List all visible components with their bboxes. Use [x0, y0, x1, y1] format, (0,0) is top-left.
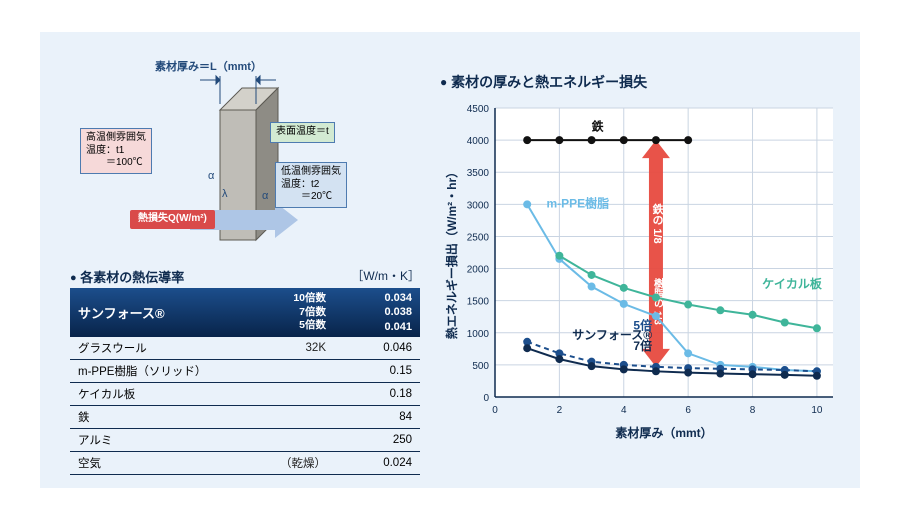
- material-name: m-PPE樹脂（ソリッド）: [70, 359, 238, 382]
- alpha-left: α: [208, 170, 214, 182]
- alpha-right: α: [262, 190, 268, 202]
- table-unit: ［W/m・K］: [351, 267, 420, 284]
- heat-loss-tag: 熱損失Q(W/m²): [130, 210, 215, 229]
- svg-text:素材厚み（mmt）: 素材厚み（mmt）: [615, 425, 712, 440]
- material-mid: [238, 405, 334, 428]
- material-name: ケイカル板: [70, 382, 238, 405]
- svg-text:7倍: 7倍: [633, 338, 652, 353]
- svg-text:10: 10: [811, 405, 823, 416]
- table-body: グラスウール32K0.046m-PPE樹脂（ソリッド）0.15ケイカル板0.18…: [70, 337, 420, 475]
- material-value: 0.046: [334, 337, 420, 360]
- svg-text:8: 8: [750, 405, 756, 416]
- chart-title-text: 素材の厚みと熱エネルギー損失: [451, 74, 647, 90]
- svg-text:ケイカル板: ケイカル板: [762, 276, 823, 291]
- material-value: 0.024: [334, 451, 420, 474]
- svg-text:3500: 3500: [467, 168, 490, 179]
- chart-svg: 0 500 1000 1500 2000 2500 3000 3500 4000 4500 0 2 4 6…: [440, 100, 845, 445]
- table-header-row: サンフォース® 10倍数7倍数5倍数 0.0340.0380.041: [70, 288, 420, 337]
- svg-text:500: 500: [472, 361, 489, 372]
- material-name: グラスウール: [70, 337, 238, 360]
- hot-side-tag: 高温側雰囲気温度：t1 ＝100℃: [80, 128, 152, 174]
- svg-text:鉄の 1/8: 鉄の 1/8: [651, 202, 664, 244]
- material-value: 250: [334, 428, 420, 451]
- svg-text:熱エネルギー損出（W/m²・hr）: 熱エネルギー損出（W/m²・hr）: [444, 166, 459, 339]
- material-mid: （乾燥）: [238, 451, 334, 474]
- material-name: 鉄: [70, 405, 238, 428]
- svg-text:4: 4: [621, 405, 627, 416]
- material-value: 84: [334, 405, 420, 428]
- material-name: アルミ: [70, 428, 238, 451]
- table-row: 空気（乾燥）0.024: [70, 451, 420, 474]
- material-value: 0.15: [334, 359, 420, 382]
- heat-loss-diagram: 素材厚み＝L（mmt） 高温側雰囲気温度：t1 ＝100℃ 表面温度＝t 低温側…: [70, 50, 410, 260]
- table-row: 鉄 84: [70, 405, 420, 428]
- table-title: ● 各素材の熱伝導率 ［W/m・K］: [70, 267, 420, 286]
- svg-text:5倍: 5倍: [633, 318, 652, 333]
- svg-text:鉄: 鉄: [592, 118, 604, 133]
- material-mid: 32K: [238, 337, 334, 360]
- table-title-text: 各素材の熱伝導率: [80, 270, 184, 285]
- lambda-symbol: λ: [222, 188, 228, 200]
- svg-text:4000: 4000: [467, 136, 490, 147]
- thickness-label: 素材厚み＝L（mmt）: [155, 58, 262, 74]
- svg-text:4500: 4500: [467, 104, 490, 115]
- surface-temp-tag: 表面温度＝t: [270, 122, 335, 143]
- cold-side-tag: 低温側雰囲気温度：t2 ＝20℃: [275, 162, 347, 208]
- material-name: 空気: [70, 451, 238, 474]
- table-row: グラスウール32K0.046: [70, 337, 420, 360]
- chart-title: ● 素材の厚みと熱エネルギー損失: [440, 72, 845, 92]
- svg-text:2: 2: [557, 405, 563, 416]
- svg-text:1500: 1500: [467, 297, 490, 308]
- material-mid: [238, 382, 334, 405]
- table-row: m-PPE樹脂（ソリッド） 0.15: [70, 359, 420, 382]
- loss-chart: ● 素材の厚みと熱エネルギー損失 0 500 1000 1500 2000 2500 300…: [440, 72, 845, 462]
- material-mid: [238, 359, 334, 382]
- table-row: ケイカル板 0.18: [70, 382, 420, 405]
- material-mid: [238, 428, 334, 451]
- brand-values: 0.0340.0380.041: [334, 288, 420, 337]
- svg-text:0: 0: [492, 405, 498, 416]
- conductivity-table: ● 各素材の熱伝導率 ［W/m・K］ サンフォース® 10倍数7倍数5倍数 0.…: [70, 267, 420, 475]
- svg-text:0: 0: [483, 393, 489, 404]
- svg-text:3000: 3000: [467, 200, 490, 211]
- svg-text:2500: 2500: [467, 232, 490, 243]
- svg-text:6: 6: [685, 405, 691, 416]
- brand-name: サンフォース®: [70, 288, 238, 337]
- material-value: 0.18: [334, 382, 420, 405]
- brand-multipliers: 10倍数7倍数5倍数: [238, 288, 334, 337]
- svg-text:1000: 1000: [467, 329, 490, 340]
- svg-text:2000: 2000: [467, 265, 490, 276]
- table-row: アルミ 250: [70, 428, 420, 451]
- svg-text:m-PPE樹脂: m-PPE樹脂: [547, 196, 610, 211]
